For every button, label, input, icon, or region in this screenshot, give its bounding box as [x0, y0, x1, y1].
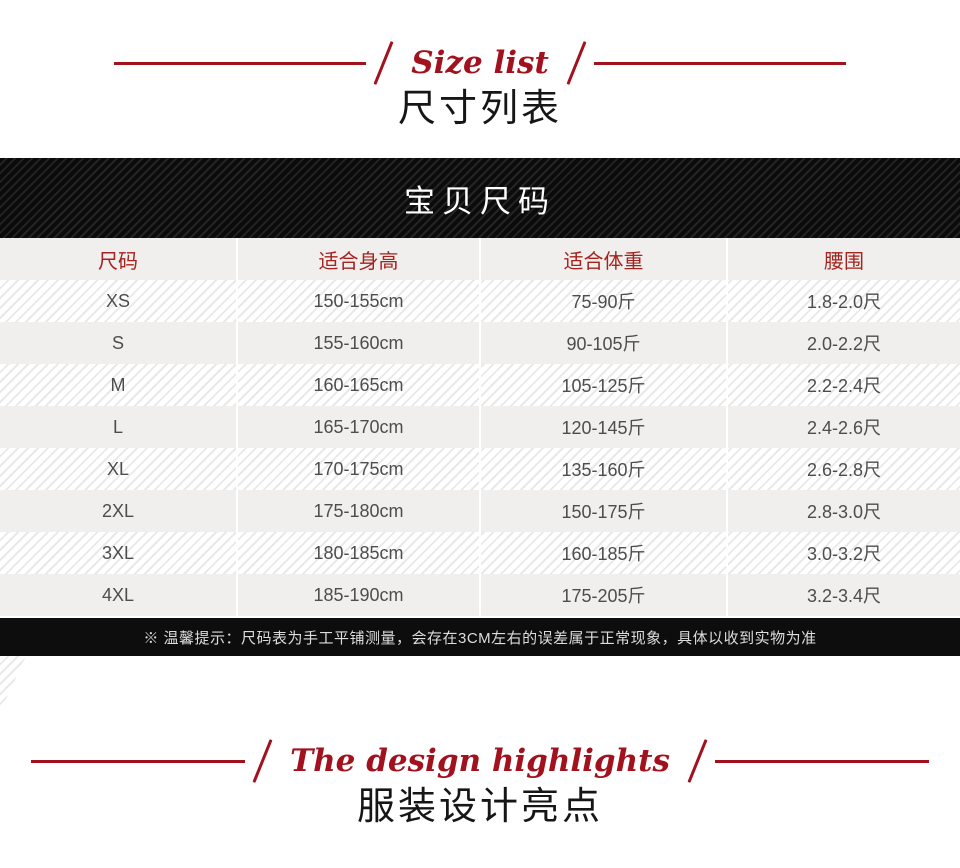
table-row: XL 170-175cm 135-160斤 2.6-2.8尺 [0, 448, 960, 490]
table-cell: 4XL [101, 584, 135, 605]
table-cell: 3.2-3.4尺 [726, 574, 960, 616]
size-list-title-en: Size list [411, 45, 549, 81]
decorative-rule-right [593, 61, 846, 65]
product-size-banner: 宝贝尺码 [0, 158, 960, 238]
table-cell: 75-90斤 [479, 280, 726, 322]
slash-mark-icon [252, 739, 273, 783]
table-cell: 3.0-3.2尺 [726, 532, 960, 574]
table-cell: S [111, 332, 124, 353]
table-cell: 2.8-3.0尺 [726, 490, 960, 532]
column-header-size: 尺码 [98, 250, 138, 273]
slash-mark-icon [373, 41, 394, 85]
table-cell: 165-170cm [236, 406, 479, 448]
table-cell: 120-145斤 [479, 406, 726, 448]
column-header-weight: 适合体重 [479, 238, 726, 280]
table-cell: 185-190cm [236, 574, 479, 616]
table-cell: 150-155cm [236, 280, 479, 322]
table-cell: XS [105, 290, 130, 311]
design-highlights-title-cn: 服装设计亮点 [356, 786, 603, 828]
table-cell: 3XL [101, 542, 135, 563]
decorative-rule-left [114, 61, 367, 65]
size-list-title-cn: 尺寸列表 [397, 88, 562, 130]
table-cell: 180-185cm [236, 532, 479, 574]
table-cell: 2XL [101, 500, 135, 521]
size-table: 尺码 适合身高 适合体重 腰围 XS 150-155cm 75-90斤 1.8-2.0… [0, 238, 960, 616]
table-cell: 90-105斤 [479, 322, 726, 364]
design-highlights-header: The design highlights 服装设计亮点 [0, 656, 960, 868]
table-cell: 160-165cm [236, 364, 479, 406]
slash-mark-icon [687, 739, 708, 783]
table-cell: 160-185斤 [479, 532, 726, 574]
table-cell: 150-175斤 [479, 490, 726, 532]
table-cell: XL [106, 458, 130, 479]
table-cell: 2.2-2.4尺 [726, 364, 960, 406]
decorative-rule-left [31, 759, 246, 763]
table-cell: 1.8-2.0尺 [726, 280, 960, 322]
slash-mark-icon [566, 41, 587, 85]
table-row: L 165-170cm 120-145斤 2.4-2.6尺 [0, 406, 960, 448]
column-header-waist: 腰围 [726, 238, 960, 280]
table-cell: 2.6-2.8尺 [726, 448, 960, 490]
design-highlights-titlebar: The design highlights [0, 738, 960, 784]
size-note-text: ※ 温馨提示：尺码表为手工平铺测量，会存在3CM左右的误差属于正常现象，具体以收… [143, 629, 817, 647]
size-table-body: XS 150-155cm 75-90斤 1.8-2.0尺 S 155-160cm 90-10… [0, 280, 960, 616]
table-row: XS 150-155cm 75-90斤 1.8-2.0尺 [0, 280, 960, 322]
table-cell: 135-160斤 [479, 448, 726, 490]
table-cell: L [112, 416, 123, 437]
table-row: S 155-160cm 90-105斤 2.0-2.2尺 [0, 322, 960, 364]
size-list-titlebar: Size list [0, 40, 960, 86]
table-cell: 2.4-2.6尺 [726, 406, 960, 448]
size-table-header-row: 尺码 适合身高 适合体重 腰围 [0, 238, 960, 280]
size-list-header: Size list 尺寸列表 [0, 0, 960, 158]
table-cell: 175-205斤 [479, 574, 726, 616]
table-cell: 170-175cm [236, 448, 479, 490]
table-row: 4XL 185-190cm 175-205斤 3.2-3.4尺 [0, 574, 960, 616]
decorative-rule-right [714, 759, 929, 763]
design-highlights-title-en: The design highlights [290, 743, 670, 779]
size-note-bar: ※ 温馨提示：尺码表为手工平铺测量，会存在3CM左右的误差属于正常现象，具体以收… [0, 618, 960, 656]
table-row: M 160-165cm 105-125斤 2.2-2.4尺 [0, 364, 960, 406]
table-cell: 105-125斤 [479, 364, 726, 406]
column-header-height: 适合身高 [236, 238, 479, 280]
table-cell: M [110, 374, 126, 395]
table-row: 2XL 175-180cm 150-175斤 2.8-3.0尺 [0, 490, 960, 532]
table-cell: 155-160cm [236, 322, 479, 364]
table-cell: 175-180cm [236, 490, 479, 532]
product-size-banner-label: 宝贝尺码 [404, 183, 556, 219]
table-cell: 2.0-2.2尺 [726, 322, 960, 364]
table-row: 3XL 180-185cm 160-185斤 3.0-3.2尺 [0, 532, 960, 574]
